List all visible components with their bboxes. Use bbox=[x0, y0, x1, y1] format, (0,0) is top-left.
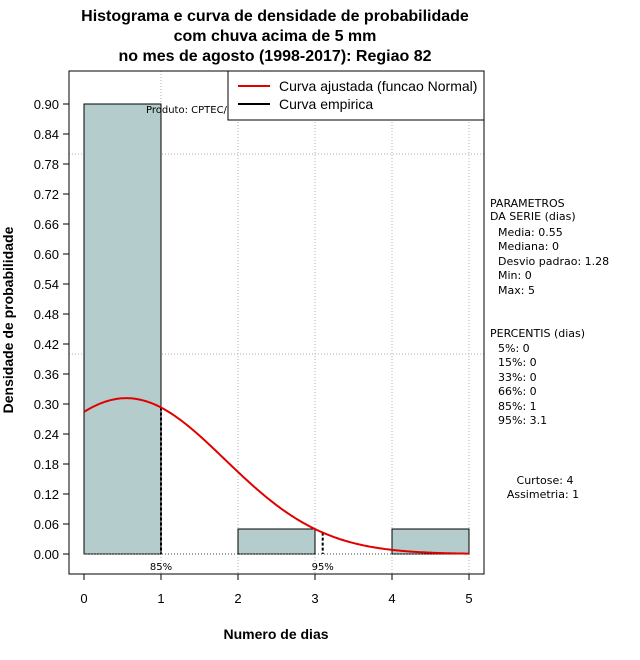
y-tick-label-6: 0.36 bbox=[34, 367, 59, 382]
histogram-bar-2 bbox=[237, 528, 316, 555]
x-tick-label-0: 0 bbox=[80, 591, 87, 606]
percentile-markers: 85% 95% bbox=[150, 407, 334, 573]
percentile-33: 33%: 0 bbox=[498, 371, 537, 384]
chart-title-line-3: no mes de agosto (1998-2017): Regiao 82 bbox=[119, 48, 432, 65]
y-tick-label-13: 0.78 bbox=[34, 157, 59, 172]
x-axis: 0 1 2 3 4 5 bbox=[80, 573, 473, 606]
x-tick-label-3: 3 bbox=[311, 591, 318, 606]
percentile-95: 95%: 3.1 bbox=[498, 414, 547, 427]
x-tick-label-5: 5 bbox=[465, 591, 472, 606]
y-tick-label-5: 0.30 bbox=[34, 397, 59, 412]
legend-fitted-label: Curva ajustada (funcao Normal) bbox=[279, 78, 477, 94]
y-tick-label-0: 0.00 bbox=[34, 547, 59, 562]
legend-empirical-label: Curva empirica bbox=[279, 96, 373, 112]
param-median: Mediana: 0 bbox=[498, 240, 559, 253]
percentiles-heading: PERCENTIS (dias) bbox=[490, 327, 585, 340]
y-tick-label-14: 0.84 bbox=[34, 127, 59, 142]
legend-box bbox=[227, 70, 485, 121]
y-tick-label-15: 0.90 bbox=[34, 97, 59, 112]
y-tick-label-1: 0.06 bbox=[34, 517, 59, 532]
x-axis-label: Numero de dias bbox=[223, 626, 328, 642]
chart-title-line-1: Histograma e curva de densidade de proba… bbox=[81, 8, 469, 25]
percentile-15: 15%: 0 bbox=[498, 356, 537, 369]
y-tick-label-11: 0.66 bbox=[34, 217, 59, 232]
percentiles-panel: PERCENTIS (dias) 5%: 0 15%: 0 33%: 0 66%… bbox=[490, 327, 585, 427]
histogram-bar-4 bbox=[391, 528, 470, 555]
chart-title-line-2: com chuva acima de 5 mm bbox=[174, 28, 377, 45]
kurtosis: Curtose: 4 bbox=[517, 474, 574, 487]
y-axis-label: Densidade de probabilidade bbox=[0, 226, 16, 413]
y-tick-label-4: 0.24 bbox=[34, 427, 59, 442]
percentile-marker-label-0: 85% bbox=[150, 562, 172, 573]
histogram-bar-0 bbox=[83, 103, 162, 555]
y-tick-label-7: 0.42 bbox=[34, 337, 59, 352]
percentile-marker-label-1: 95% bbox=[312, 562, 334, 573]
param-max: Max: 5 bbox=[498, 284, 535, 297]
x-tick-label-2: 2 bbox=[234, 591, 241, 606]
source-label: Produto: CPTEC/INPE bbox=[146, 105, 250, 116]
histogram-bars bbox=[83, 103, 470, 555]
x-tick-label-1: 1 bbox=[157, 591, 164, 606]
y-tick-label-10: 0.60 bbox=[34, 247, 59, 262]
y-tick-label-2: 0.12 bbox=[34, 487, 59, 502]
percentile-5: 5%: 0 bbox=[498, 342, 530, 355]
parameters-heading: PARAMETROS bbox=[490, 197, 565, 210]
param-mean: Media: 0.55 bbox=[498, 226, 563, 239]
param-sd: Desvio padrao: 1.28 bbox=[498, 255, 609, 268]
parameters-panel: PARAMETROS DA SERIE (dias) Media: 0.55 M… bbox=[490, 197, 609, 297]
y-tick-label-12: 0.72 bbox=[34, 187, 59, 202]
y-tick-label-3: 0.18 bbox=[34, 457, 59, 472]
y-axis: 0.00 0.06 0.12 0.18 0.24 0.30 0.36 0.42 0.48 0.54… bbox=[34, 97, 70, 562]
shape-panel: Curtose: 4 Assimetria: 1 bbox=[507, 474, 579, 501]
y-tick-label-9: 0.54 bbox=[34, 277, 59, 292]
y-tick-label-8: 0.48 bbox=[34, 307, 59, 322]
parameters-subheading: DA SERIE (dias) bbox=[490, 210, 576, 223]
fitted-normal-curve bbox=[83, 397, 470, 555]
legend: Curva ajustada (funcao Normal) Curva emp… bbox=[227, 70, 485, 121]
skewness: Assimetria: 1 bbox=[507, 488, 579, 501]
percentile-85: 85%: 1 bbox=[498, 400, 537, 413]
percentile-66: 66%: 0 bbox=[498, 385, 537, 398]
param-min: Min: 0 bbox=[498, 269, 532, 282]
x-tick-label-4: 4 bbox=[388, 591, 395, 606]
